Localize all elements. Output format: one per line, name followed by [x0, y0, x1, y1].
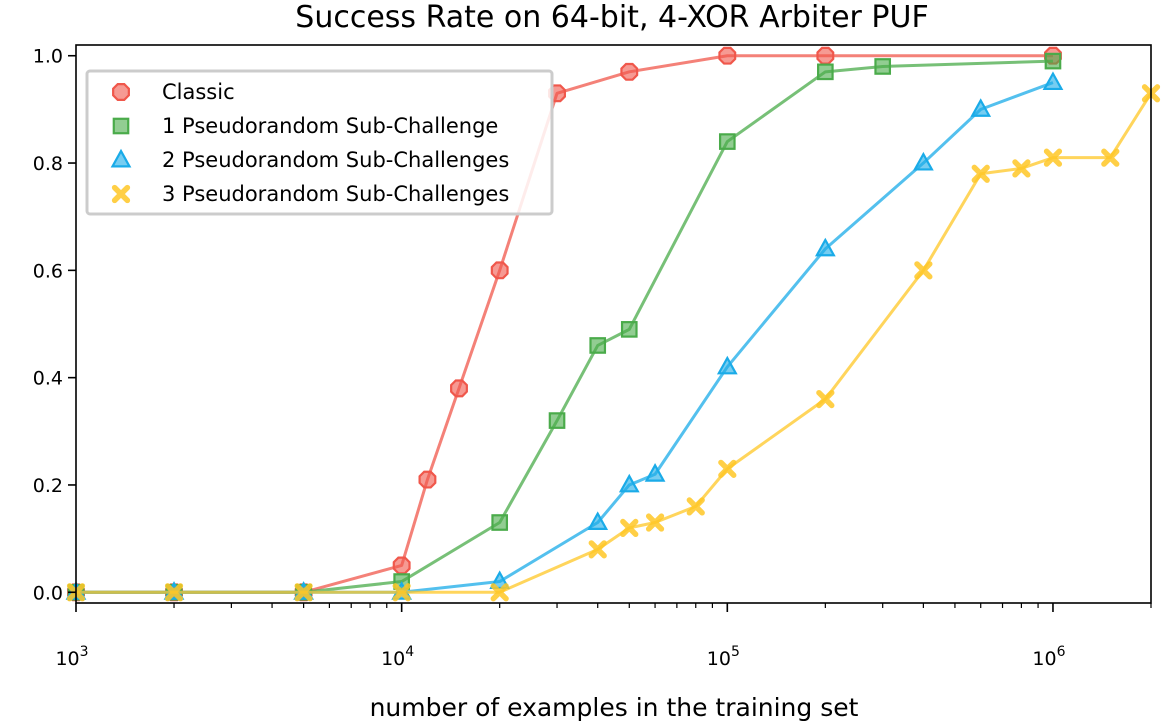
- data-point: [816, 46, 835, 65]
- legend-label: 2 Pseudorandom Sub-Challenges: [162, 148, 509, 172]
- data-point: [620, 321, 638, 338]
- data-point: [620, 62, 639, 81]
- data-point: [589, 337, 607, 354]
- data-point: [489, 570, 511, 590]
- data-point: [645, 513, 665, 532]
- legend-box: [85, 69, 554, 216]
- x-tick-label: 106: [1032, 644, 1065, 670]
- data-point: [392, 583, 411, 602]
- data-point: [294, 583, 313, 602]
- legend: Classic 1 Pseudorandom Sub-Challenge 2 Pse…: [85, 69, 554, 216]
- x-tick-exponent: 4: [405, 644, 414, 660]
- data-point: [450, 379, 468, 398]
- y-tick-label: 1.0: [33, 46, 63, 68]
- data-point: [1042, 71, 1064, 91]
- legend-marker: [112, 83, 130, 101]
- data-point: [644, 463, 666, 482]
- y-tick-label: 0.6: [33, 260, 63, 282]
- data-point: [418, 470, 437, 489]
- data-point: [587, 511, 609, 530]
- data-point: [874, 58, 892, 75]
- x-axis: 103 104 105 106: [55, 603, 1152, 670]
- legend-marker: [111, 184, 131, 204]
- x-tick-exponent: 6: [1057, 644, 1066, 660]
- y-tick-label: 0.4: [33, 368, 63, 390]
- data-point: [1043, 148, 1063, 167]
- legend-label: 1 Pseudorandom Sub-Challenge: [162, 114, 498, 138]
- data-point: [814, 237, 836, 257]
- x-tick-label: 103: [55, 644, 88, 670]
- data-point: [588, 540, 607, 559]
- data-point: [913, 151, 934, 171]
- data-point: [1012, 159, 1031, 178]
- y-axis: 0.0 0.2 0.4 0.6 0.8 1.0: [33, 46, 76, 604]
- data-point: [490, 261, 509, 280]
- data-point: [718, 459, 737, 478]
- data-point: [716, 355, 738, 375]
- data-point: [718, 46, 737, 65]
- data-point: [548, 412, 566, 429]
- data-point: [620, 518, 639, 538]
- y-tick-label: 0.8: [33, 153, 63, 175]
- data-point: [164, 583, 184, 602]
- data-point: [816, 389, 835, 409]
- data-point: [618, 473, 640, 493]
- y-tick-label: 0.2: [33, 475, 63, 497]
- x-tick-label: 105: [707, 644, 740, 670]
- x-tick-exponent: 3: [80, 644, 89, 660]
- legend-label: Classic: [162, 80, 235, 104]
- chart-title: Success Rate on 64-bit, 4-XOR Arbiter PU…: [295, 0, 928, 35]
- x-tick-exponent: 5: [731, 644, 740, 660]
- series-layer: [65, 46, 1161, 602]
- x-axis-label: number of examples in the training set: [370, 693, 859, 722]
- plot-frame: [75, 44, 1152, 604]
- data-point: [686, 497, 705, 516]
- legend-label: 3 Pseudorandom Sub-Challenges: [162, 182, 509, 206]
- data-point: [970, 98, 992, 117]
- data-point: [971, 164, 990, 183]
- data-point: [490, 583, 509, 602]
- data-point: [817, 63, 834, 81]
- y-tick-label: 0.0: [33, 582, 63, 604]
- data-point: [491, 514, 509, 531]
- data-point: [914, 261, 933, 280]
- x-tick-label: 104: [381, 644, 414, 670]
- data-point: [1044, 52, 1062, 70]
- data-point: [1101, 148, 1120, 167]
- legend-marker: [112, 117, 130, 135]
- legend-marker: [110, 148, 132, 168]
- data-point: [718, 133, 736, 150]
- data-point: [392, 556, 411, 575]
